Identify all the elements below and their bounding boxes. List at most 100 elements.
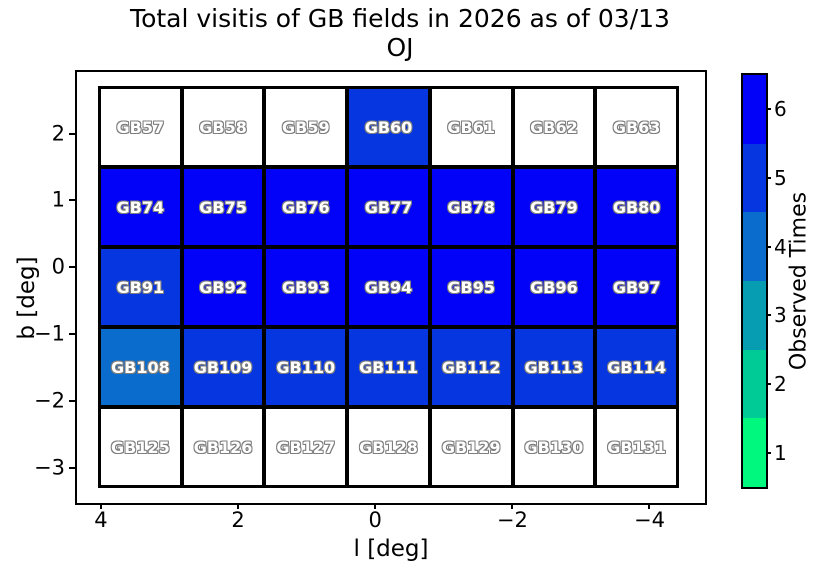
field-cell-label: GB125: [110, 437, 170, 457]
field-cell-GB114: GB114: [597, 329, 676, 405]
field-cell-label: GB80: [612, 197, 661, 217]
y-tick-label--1: −1: [34, 321, 65, 346]
field-cell-label: GB110: [276, 357, 336, 377]
y-tick-label--3: −3: [34, 455, 65, 480]
plot-area: GB57 GB58 GB59 GB60 GB61 GB62 GB63 GB74 GB75 GB76…: [34, 70, 707, 531]
chart-title-line1: Total visitis of GB fields in 2026 as of…: [130, 4, 670, 33]
colorbar-tick-label-4: 4: [774, 234, 787, 259]
field-cell-label: GB61: [447, 117, 495, 137]
field-cell-label: GB62: [530, 117, 578, 137]
colorbar-tick-label-6: 6: [774, 97, 787, 122]
field-cell-GB74: GB74: [101, 169, 180, 245]
colorbar-label: Observed Times: [786, 191, 812, 371]
y-tick-mark: [69, 467, 75, 470]
field-cell-label: GB112: [441, 357, 501, 377]
field-cell-GB126: GB126: [183, 409, 263, 485]
field-cell-label: GB58: [199, 117, 247, 137]
x-tick-label-4: 4: [94, 508, 108, 532]
field-cell-GB58: GB58: [183, 89, 263, 165]
field-cell-label: GB96: [530, 277, 578, 297]
field-cell-label: GB78: [447, 197, 495, 217]
y-tick-label-2: 2: [51, 121, 65, 146]
y-tick-mark: [69, 333, 75, 336]
field-cell-label: GB75: [199, 197, 247, 217]
y-tick-mark: [69, 266, 75, 269]
field-cell-label: GB113: [524, 357, 584, 377]
colorbar-tick-label-3: 3: [774, 303, 787, 328]
field-cell-GB97: GB97: [597, 249, 676, 325]
field-cell-GB63: GB63: [597, 89, 676, 165]
field-cell-GB113: GB113: [514, 329, 594, 405]
field-cell-label: GB114: [607, 357, 666, 377]
field-cell-label: GB129: [441, 437, 501, 457]
field-cell-GB129: GB129: [431, 409, 511, 485]
field-cell-label: GB91: [116, 277, 165, 297]
field-cell-GB127: GB127: [266, 409, 346, 485]
y-axis-label: b [deg]: [14, 256, 40, 340]
field-cell-label: GB59: [281, 117, 330, 137]
field-cell-label: GB97: [612, 277, 661, 297]
x-tick-label--2: −2: [496, 508, 528, 532]
field-grid: GB57 GB58 GB59 GB60 GB61 GB62 GB63 GB74 GB75 GB76…: [98, 86, 679, 488]
field-cell-GB59: GB59: [266, 89, 346, 165]
field-cell-GB95: GB95: [431, 249, 511, 325]
field-cell-label: GB128: [359, 437, 418, 457]
field-cell-GB75: GB75: [183, 169, 263, 245]
field-cell-GB94: GB94: [349, 249, 428, 325]
field-cell-GB110: GB110: [266, 329, 346, 405]
field-cell-label: GB79: [530, 197, 578, 217]
colorbar-tick-mark: [766, 108, 771, 111]
field-cell-GB91: GB91: [101, 249, 180, 325]
y-tick-label-1: 1: [51, 187, 65, 212]
field-cell-label: GB108: [110, 357, 170, 377]
colorbar-band-3: [743, 281, 766, 350]
x-tick-label-0: 0: [368, 508, 382, 532]
field-cell-GB130: GB130: [514, 409, 594, 485]
y-tick-label-0: 0: [51, 254, 65, 279]
field-cell-label: GB127: [276, 437, 336, 457]
colorbar-tick-label-5: 5: [774, 166, 787, 190]
field-cell-label: GB130: [524, 437, 584, 457]
colorbar-tick-mark: [766, 314, 771, 317]
field-cell-label: GB76: [281, 197, 330, 217]
field-cell-label: GB60: [364, 117, 413, 137]
x-tick-mark: [511, 503, 514, 509]
field-cell-label: GB131: [607, 437, 666, 457]
field-cell-GB125: GB125: [101, 409, 180, 485]
field-cell-label: GB95: [447, 277, 495, 297]
field-cell-GB93: GB93: [266, 249, 346, 325]
x-tick-label-2: 2: [231, 508, 245, 532]
x-tick-label--4: −4: [633, 508, 665, 532]
field-cell-GB109: GB109: [183, 329, 263, 405]
field-cell-GB79: GB79: [514, 169, 594, 245]
x-tick-mark: [237, 503, 240, 509]
y-tick-mark: [69, 132, 75, 135]
colorbar-tick-label-2: 2: [774, 372, 787, 396]
field-cell-GB57: GB57: [101, 89, 180, 165]
colorbar-tick-mark: [766, 177, 771, 179]
field-cell-GB92: GB92: [183, 249, 263, 325]
field-cell-GB108: GB108: [101, 329, 180, 405]
field-cell-GB61: GB61: [431, 89, 511, 165]
field-cell-GB76: GB76: [266, 169, 346, 245]
field-cell-label: GB94: [364, 277, 413, 297]
chart-title-line2: OJ: [386, 32, 414, 62]
field-cell-GB77: GB77: [349, 169, 428, 245]
colorbar-tick-label-1: 1: [774, 440, 787, 465]
field-cell-GB128: GB128: [349, 409, 428, 485]
field-cell-label: GB74: [116, 197, 165, 217]
field-cell-GB80: GB80: [597, 169, 676, 245]
field-cell-label: GB63: [612, 117, 661, 137]
colorbar-band-2: [743, 349, 766, 419]
colorbar-band-5: [743, 143, 766, 213]
colorbar-tick-mark: [766, 245, 771, 248]
field-cell-label: GB93: [281, 277, 330, 297]
field-cell-GB96: GB96: [514, 249, 594, 325]
field-cell-label: GB57: [116, 117, 165, 137]
colorbar: 6 5 4 3 2 1: [741, 73, 787, 489]
colorbar-tick-mark: [766, 451, 771, 454]
y-tick-mark: [69, 400, 75, 403]
colorbar-band-1: [743, 418, 766, 488]
y-tick-label--2: −2: [34, 388, 65, 413]
x-tick-mark: [648, 503, 651, 509]
